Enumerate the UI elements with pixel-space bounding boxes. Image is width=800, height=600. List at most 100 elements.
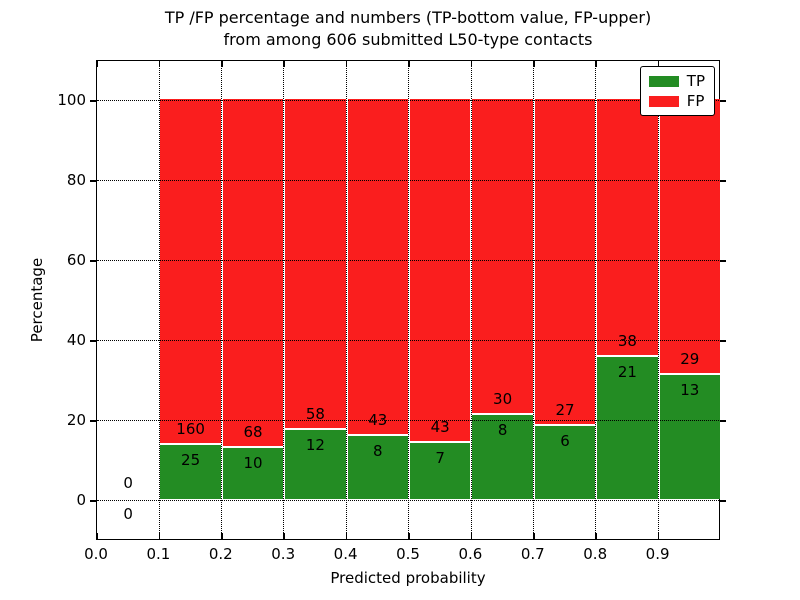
x-tick-label: 0.9	[645, 545, 670, 563]
tp-count-label: 25	[181, 450, 201, 469]
fp-count-label: 43	[430, 418, 450, 436]
fp-count-label: 27	[555, 401, 575, 420]
fp-count-label: 30	[493, 389, 513, 408]
y-gridline	[97, 420, 719, 422]
x-tick-mark	[283, 533, 285, 539]
y-tick-mark	[90, 500, 96, 502]
y-tick-mark	[90, 180, 96, 182]
x-tick-mark-top	[221, 61, 223, 67]
x-tick-mark	[408, 533, 410, 539]
tp-count-label: 12	[305, 436, 325, 455]
tp-bar-segment	[534, 426, 596, 499]
tp-bar-segment	[410, 443, 471, 499]
x-tick-mark	[657, 533, 660, 539]
x-tick-mark	[96, 533, 98, 539]
legend-label-tp: TP	[686, 71, 705, 90]
x-tick-mark-top	[533, 61, 535, 67]
fp-count-label: 43	[368, 411, 388, 430]
x-gridline	[345, 61, 347, 539]
legend-label-fp: FP	[686, 91, 705, 110]
tp-count-label: 7	[435, 449, 445, 467]
y-tick-mark	[90, 260, 96, 262]
stacked-bar	[597, 99, 658, 499]
y-gridline	[97, 340, 719, 342]
fp-bar-segment	[659, 99, 720, 374]
legend-item-fp: FP	[648, 91, 705, 111]
x-tick-label: 0.7	[520, 545, 545, 563]
x-tick-label: 0.8	[583, 545, 608, 563]
x-tick-mark-top	[408, 61, 410, 67]
tp-count-label: 8	[373, 442, 383, 461]
stacked-bar	[347, 99, 408, 499]
x-tick-label: 0.6	[458, 545, 483, 563]
x-gridline	[470, 61, 472, 539]
tp-bar-segment	[285, 430, 346, 499]
fp-bar-segment	[347, 99, 408, 435]
x-axis-label: Predicted probability	[330, 569, 486, 587]
x-tick-mark-top	[657, 61, 660, 67]
fp-count-label: 160	[176, 419, 205, 438]
y-tick-mark	[90, 100, 96, 102]
x-tick-mark	[595, 533, 597, 539]
x-gridline	[595, 61, 597, 539]
fp-bar-segment	[285, 99, 346, 429]
y-tick-mark-right	[720, 500, 726, 502]
stacked-bar	[160, 99, 221, 499]
x-tick-label: 0.4	[333, 545, 358, 563]
x-gridline	[221, 61, 223, 539]
y-tick-mark-right	[720, 420, 726, 422]
x-gridline	[158, 61, 160, 539]
fp-count-label: 68	[243, 422, 263, 441]
x-gridline	[408, 61, 410, 539]
x-tick-mark-top	[345, 61, 348, 67]
x-tick-mark-top	[595, 61, 597, 67]
y-gridline	[97, 180, 719, 182]
x-tick-mark	[158, 533, 161, 539]
tp-count-label: 0	[123, 505, 133, 523]
x-tick-mark	[345, 533, 348, 539]
fp-count-label: 38	[617, 331, 637, 350]
tp-bar-segment	[347, 436, 408, 499]
x-tick-label: 0.2	[208, 545, 233, 563]
fp-count-label: 58	[305, 405, 325, 424]
legend-swatch-fp	[648, 95, 679, 107]
fp-bar-segment	[534, 99, 596, 425]
x-gridline	[657, 61, 659, 539]
y-tick-mark-right	[720, 180, 726, 182]
y-tick-label: 60	[66, 251, 86, 269]
stacked-bar	[534, 99, 596, 499]
tp-bar-segment	[222, 447, 284, 499]
plot-area: TP FP 0 0 160 25 68 10 58 12 43 8 43 7 30 8 27 6 38 21 29 13	[90, 60, 726, 540]
x-gridline	[533, 61, 535, 539]
x-tick-mark-top	[470, 61, 473, 67]
tp-bar-segment	[472, 414, 533, 499]
chart-title-line2: from among 606 submitted L50-type contac…	[223, 30, 593, 49]
fp-bar-segment	[597, 99, 658, 355]
y-tick-label: 100	[57, 91, 86, 109]
fp-bar-segment	[472, 99, 533, 413]
fp-count-label: 29	[680, 350, 700, 369]
fp-bar-segment	[160, 99, 221, 443]
fp-bar-segment	[410, 99, 471, 441]
tp-bar-segment	[659, 375, 720, 499]
fp-bar-segment	[222, 99, 284, 446]
x-tick-mark-top	[158, 61, 161, 67]
stacked-bar	[410, 99, 471, 499]
chart-title: TP /FP percentage and numbers (TP-bottom…	[96, 7, 720, 51]
x-gridline	[283, 61, 285, 539]
chart-title-line1: TP /FP percentage and numbers (TP-bottom…	[164, 8, 652, 27]
y-tick-mark	[90, 420, 96, 422]
legend: TP FP	[639, 66, 715, 116]
y-tick-label: 80	[66, 171, 86, 189]
legend-item-tp: TP	[648, 71, 705, 91]
tp-count-label: 10	[243, 453, 263, 472]
y-gridline	[97, 260, 719, 262]
tp-bar-segment	[597, 356, 658, 499]
tp-bar-segment	[160, 444, 221, 499]
x-tick-label: 0.5	[396, 545, 420, 563]
x-tick-mark-top	[96, 61, 98, 67]
y-gridline	[97, 500, 719, 502]
stacked-bar	[472, 99, 533, 499]
x-tick-label: 0.1	[146, 545, 171, 563]
